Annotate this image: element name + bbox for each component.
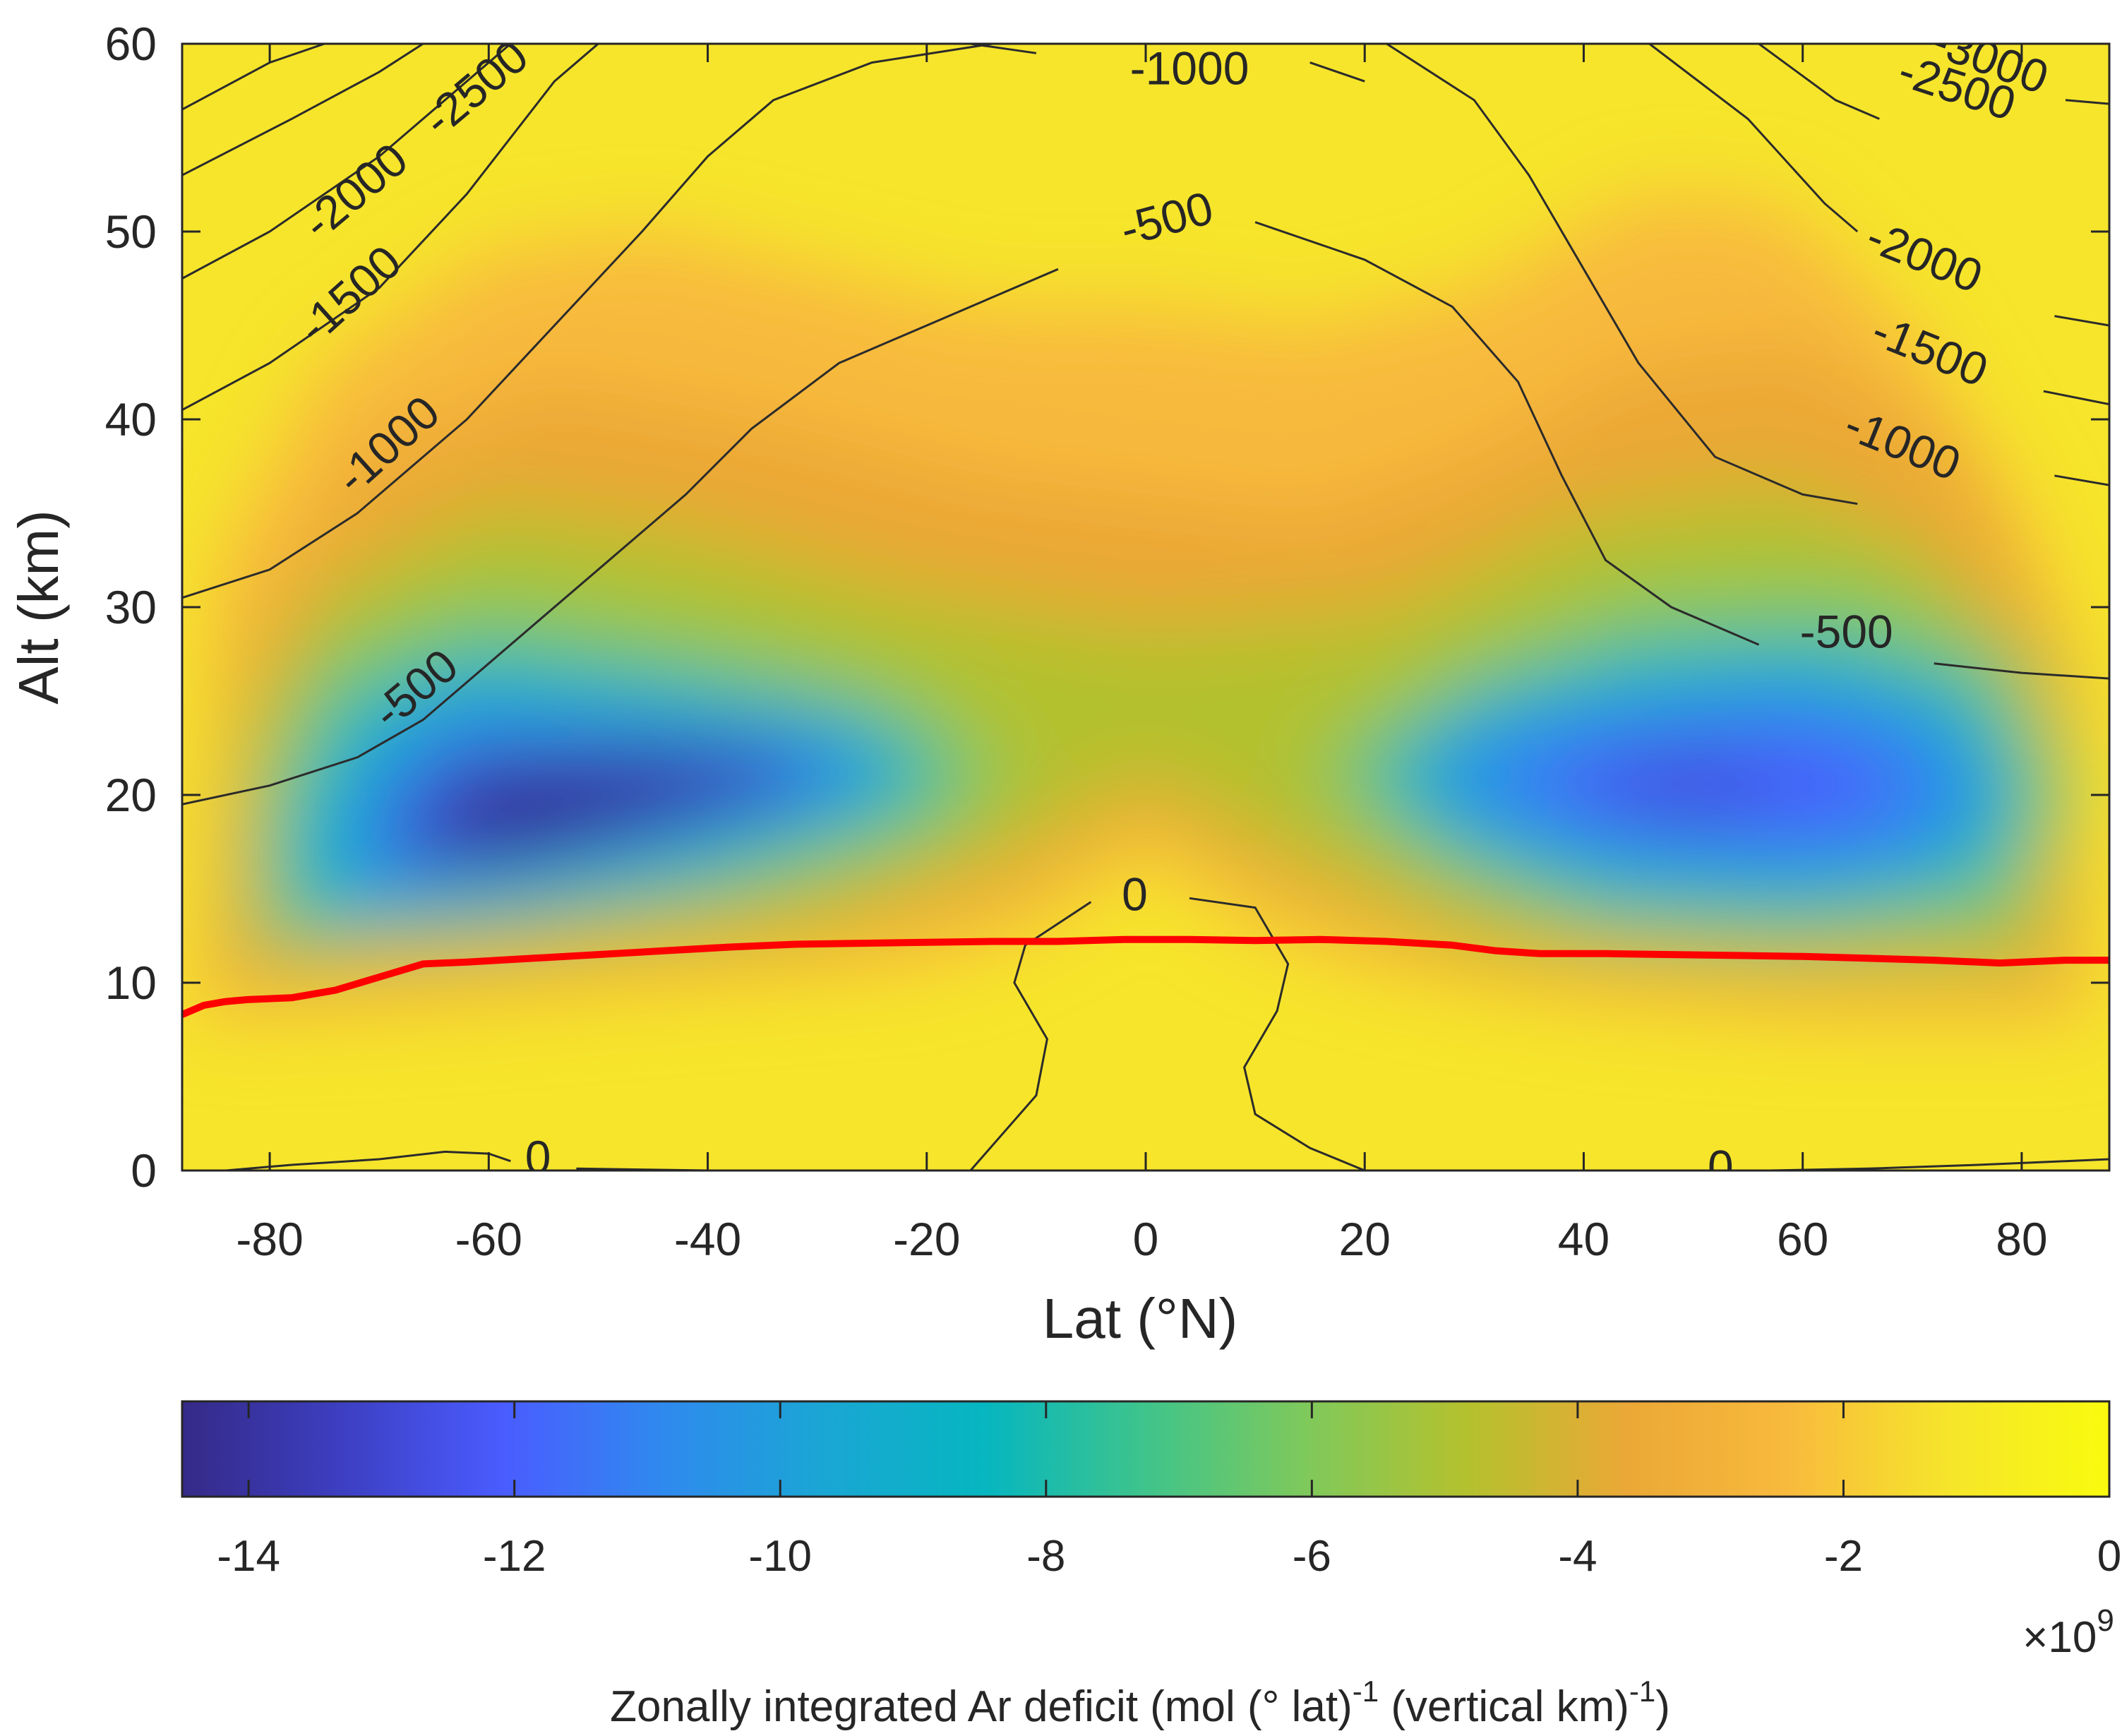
- colorbar-tick-label: -10: [748, 1532, 812, 1581]
- colorbar-gradient-bar: [182, 1401, 2109, 1497]
- contour-line-10: [1648, 44, 1859, 233]
- contour-line-7: [1934, 662, 2109, 680]
- contour-line-12: [2054, 315, 2109, 327]
- y-tick-label: 0: [131, 1144, 157, 1197]
- x-tick-label: 20: [1339, 1213, 1391, 1265]
- contour-line-18: [1189, 897, 1365, 1171]
- contour-line-6: [1254, 221, 1760, 646]
- x-tick-label: 60: [1777, 1213, 1828, 1265]
- contour-label: -500: [1800, 605, 1893, 657]
- contour-line-3: [182, 44, 599, 412]
- x-axis: -80 -60 -40 -20 0 20 40 60 80: [236, 44, 2048, 1265]
- colorbar-ticks: -14 -12 -10 -8 -6 -4 -2 0: [217, 1401, 2121, 1581]
- contour-line-15: [1309, 61, 1365, 83]
- x-tick-label: -60: [455, 1213, 522, 1265]
- contour-line-21: [1770, 1158, 2109, 1171]
- x-axis-label: Lat (°N): [1043, 1287, 1237, 1350]
- y-axis-label: Alt (km): [7, 510, 70, 705]
- colorbar-tick-label: 0: [2097, 1532, 2121, 1581]
- contour-lines: [182, 44, 2109, 1171]
- contour-label: 0: [525, 1131, 551, 1183]
- y-tick-label: 10: [105, 957, 157, 1009]
- y-tick-label: 20: [105, 769, 157, 821]
- contour-label: -1000: [1130, 42, 1249, 94]
- y-tick-label: 50: [105, 205, 157, 258]
- x-tick-label: 80: [1996, 1213, 2047, 1265]
- contour-line-0: [182, 44, 325, 111]
- x-tick-label: -20: [893, 1213, 960, 1265]
- deficit-field: [193, 193, 2087, 1021]
- contour-line-20: [576, 1167, 817, 1171]
- y-tick-label: 60: [105, 18, 157, 70]
- colorbar-tick-label: -14: [217, 1532, 280, 1581]
- colorbar-frame: [181, 1400, 2111, 1498]
- contour-line-5: [182, 268, 1059, 806]
- contour-line-9: [2054, 474, 2109, 486]
- colorbar-tick-label: -8: [1026, 1532, 1065, 1581]
- x-tick-label: 40: [1558, 1213, 1610, 1265]
- x-tick-label: -40: [674, 1213, 741, 1265]
- contour-line-1: [182, 44, 424, 176]
- field-left-lobe-core: [445, 765, 763, 846]
- colorbar-tick-label: -12: [483, 1532, 546, 1581]
- y-tick-label: 40: [105, 393, 157, 445]
- y-tick-label: 30: [105, 581, 157, 633]
- colorbar: -14 -12 -10 -8 -6 -4 -2 0 ×109 Zonally integrat…: [181, 1400, 2121, 1731]
- colorbar-tick-label: -2: [1824, 1532, 1863, 1581]
- contour-label: 0: [1708, 1140, 1734, 1192]
- plot-area: -2500-2000-1500-1000-500-1000-500-3000-2…: [182, 42, 2109, 1192]
- contour-line-4: [182, 44, 993, 599]
- contour-line-16: [970, 44, 1037, 54]
- contour-line-14: [2065, 99, 2109, 105]
- contour-line-2: [182, 44, 512, 280]
- contour-line-19: [225, 1150, 511, 1171]
- x-tick-label: -80: [236, 1213, 303, 1265]
- tropopause-line: [182, 935, 2109, 1018]
- colorbar-tick-label: -4: [1558, 1532, 1597, 1581]
- x-tick-label: 0: [1133, 1213, 1159, 1265]
- contour-line-13: [1758, 44, 1880, 120]
- field-right-lobe-core: [1583, 767, 1781, 805]
- colorbar-multiplier: ×109: [2022, 1603, 2114, 1662]
- colorbar-tick-label: -6: [1293, 1532, 1331, 1581]
- y-axis: 0 10 20 30 40 50 60: [105, 18, 2109, 1197]
- contour-line-11: [2043, 390, 2109, 406]
- contour-line-8: [1386, 44, 1858, 505]
- colorbar-label: Zonally integrated Ar deficit (mol (° la…: [610, 1675, 1670, 1731]
- contour-label: 0: [1122, 868, 1148, 921]
